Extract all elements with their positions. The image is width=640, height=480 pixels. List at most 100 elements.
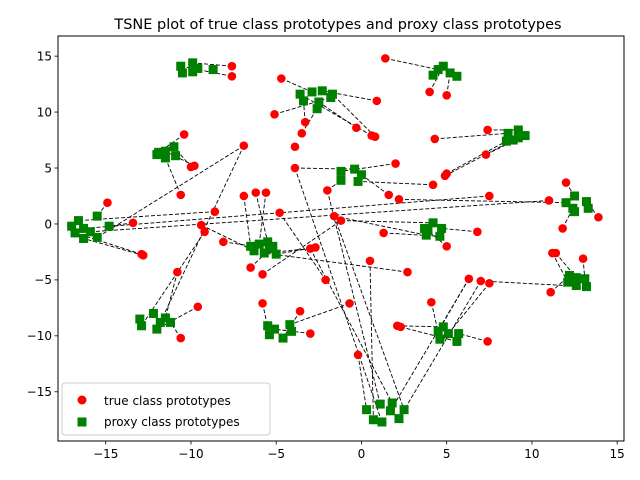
connection-line (255, 192, 269, 242)
legend-marker-proxy (77, 417, 87, 427)
true-prototype-point (442, 90, 451, 100)
proxy-prototype-point (264, 330, 274, 340)
connection-line (448, 282, 490, 334)
proxy-prototype-point (160, 153, 170, 163)
connection-line (299, 93, 372, 136)
y-tick-label: −5 (34, 273, 52, 287)
connection-line (294, 167, 383, 423)
connection-line (340, 163, 396, 172)
proxy-prototype-point (399, 405, 409, 415)
connection-line (279, 212, 327, 281)
true-prototype-point (239, 191, 249, 201)
proxy-prototype-point (104, 221, 114, 231)
connection-line (334, 215, 427, 236)
true-prototype-point (430, 134, 440, 144)
connection-line (164, 157, 182, 196)
true-prototype-point (210, 207, 220, 216)
proxy-prototype-point (271, 249, 281, 259)
proxy-prototype-point (314, 97, 324, 107)
legend-marker-true (77, 395, 87, 405)
true-prototype-point (485, 278, 494, 288)
proxy-prototype-point (513, 125, 523, 135)
true-prototype-point (558, 224, 567, 233)
proxy-prototype-point (246, 241, 256, 251)
proxy-prototype-point (433, 326, 443, 336)
x-tick-label: −10 (178, 447, 203, 461)
proxy-prototype-point (452, 336, 462, 346)
proxy-prototype-point (137, 321, 147, 331)
connection-line (243, 195, 252, 247)
true-prototype-point (251, 188, 261, 197)
true-prototype-point (290, 142, 300, 152)
proxy-prototype-point (438, 322, 448, 332)
true-prototype-point (561, 178, 571, 187)
proxy-prototype-point (152, 150, 162, 160)
true-prototype-point (179, 130, 189, 139)
true-prototype-point (219, 237, 228, 247)
proxy-prototype-point (454, 329, 464, 339)
true-prototype-point (258, 299, 267, 308)
true-prototype-point (186, 162, 196, 172)
legend-label-true: true class prototypes (104, 394, 231, 408)
true-prototype-point (427, 297, 436, 307)
true-prototype-point (353, 350, 363, 360)
proxy-prototype-point (435, 231, 445, 241)
connection-line (90, 200, 550, 233)
proxy-prototype-point (295, 89, 305, 99)
legend-label-proxy: proxy class prototypes (104, 415, 240, 429)
x-axis: −15 −10 −5 0 5 10 15 (93, 441, 625, 461)
proxy-prototype-point (385, 406, 395, 416)
connection-line (340, 220, 434, 224)
connection-line (398, 280, 482, 419)
true-prototype-point (345, 299, 354, 308)
true-prototype-point (321, 275, 330, 285)
true-prototype-point (176, 190, 186, 200)
true-prototype-point (193, 302, 203, 312)
connection-line (141, 231, 205, 327)
y-tick-label: 10 (37, 105, 52, 119)
proxy-prototype-point (336, 166, 346, 176)
proxy-prototype-point (513, 133, 523, 143)
true-prototype-point (372, 96, 382, 106)
proxy-prototype-point (79, 223, 89, 233)
true-prototype-point (442, 169, 451, 178)
true-prototype-point (546, 287, 555, 297)
proxy-prototype-point (501, 136, 511, 146)
proxy-prototype-point (152, 324, 162, 334)
true-prototype-point (306, 329, 315, 338)
connection-line (446, 140, 507, 175)
legend: true class prototypes proxy class protot… (61, 382, 271, 436)
proxy-prototype-point (327, 89, 337, 99)
true-prototype-point (365, 256, 375, 266)
connection-line (358, 180, 434, 186)
proxy-prototype-point (188, 58, 198, 68)
true-prototype-point (379, 228, 388, 238)
proxy-prototype-point (155, 317, 165, 327)
connection-line (83, 195, 490, 229)
connection-line (332, 93, 376, 138)
proxy-prototype-point (368, 415, 378, 425)
proxy-prototype-point (563, 277, 573, 287)
true-prototype-point (227, 61, 237, 71)
proxy-prototype-point (356, 170, 366, 180)
true-prototype-point (196, 220, 206, 230)
y-tick-label: −15 (27, 385, 52, 399)
proxy-prototype-point (375, 399, 385, 409)
proxy-prototype-point (503, 128, 513, 138)
proxy-prototype-point (160, 146, 170, 156)
true-prototype-point (128, 218, 138, 228)
true-prototype-point (428, 180, 438, 190)
proxy-prototype-point (166, 317, 176, 327)
legend-box (61, 382, 271, 436)
true-prototype-point (275, 208, 284, 218)
true-prototype-point (483, 337, 492, 346)
proxy-prototype-point (561, 198, 571, 208)
proxy-prototype-point (570, 191, 580, 201)
true-prototype-point (551, 248, 561, 258)
proxy-prototype-point (263, 237, 273, 247)
proxy-prototype-point (278, 333, 288, 343)
proxy-prototype-point (135, 314, 145, 324)
true-prototype-point (396, 322, 405, 332)
proxy-prototype-point (571, 280, 581, 290)
